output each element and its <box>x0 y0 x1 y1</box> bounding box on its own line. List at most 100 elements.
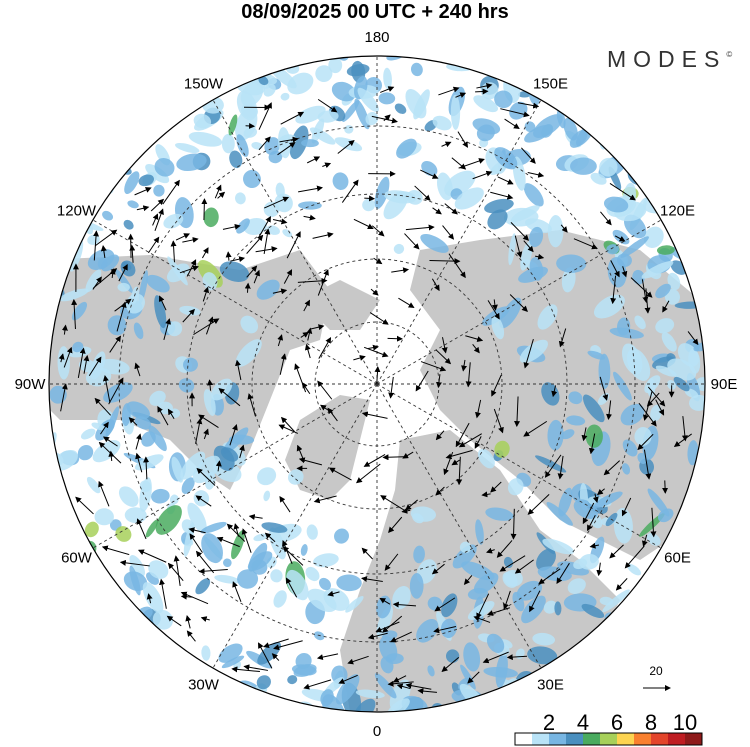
shade-patch <box>152 609 174 630</box>
wind-arrow-icon <box>258 216 271 237</box>
wind-arrow-icon <box>587 514 596 532</box>
shade-patch <box>667 272 681 291</box>
shade-patch <box>646 533 661 546</box>
shade-patch <box>647 488 670 517</box>
wind-arrow-icon <box>493 408 504 434</box>
shade-patch <box>620 403 645 426</box>
wind-arrow-icon <box>405 224 435 231</box>
shade-patch <box>91 422 105 431</box>
shade-patch <box>97 358 130 375</box>
wind-arrow-icon <box>414 185 431 201</box>
wind-arrow-icon <box>232 581 242 603</box>
wind-arrow-icon <box>455 92 467 98</box>
wind-arrow-icon <box>310 324 325 331</box>
wind-arrow-icon <box>523 338 534 369</box>
shade-patch <box>287 72 314 95</box>
wind-arrow-icon <box>277 142 296 156</box>
shade-patch <box>641 261 674 279</box>
wind-arrow-icon <box>481 491 491 498</box>
wind-arrow-icon <box>382 615 403 633</box>
shade-patch <box>357 87 379 113</box>
wind-arrow-icon <box>150 198 165 212</box>
wind-arrow-icon <box>159 578 167 609</box>
wind-arrow-icon <box>637 433 654 451</box>
wind-arrow-icon <box>441 141 452 148</box>
longitude-label: 120E <box>660 203 695 220</box>
wind-arrow-icon <box>458 433 482 448</box>
wind-arrow-icon <box>405 499 418 511</box>
wind-arrow-icon <box>367 632 388 640</box>
shade-patch <box>133 322 144 340</box>
wind-arrow-icon <box>216 536 240 548</box>
wind-arrow-icon <box>166 615 182 627</box>
shade-patch <box>656 245 675 255</box>
wind-arrow-icon <box>203 428 209 440</box>
wind-arrow-icon <box>258 102 272 130</box>
colorbar-swatch <box>583 733 600 745</box>
shade-patch <box>92 440 121 463</box>
wind-arrow-icon <box>207 379 214 391</box>
wind-arrow-icon <box>596 488 605 496</box>
wind-arrow-icon <box>136 518 147 540</box>
wind-arrow-icon <box>135 452 143 473</box>
shade-patch <box>413 545 425 564</box>
wind-arrow-icon <box>544 454 562 478</box>
shade-patch <box>97 257 108 270</box>
wind-arrow-icon <box>398 297 415 308</box>
wind-arrow-icon <box>225 251 232 261</box>
wind-arrow-icon <box>157 406 169 426</box>
shade-patch <box>261 522 288 533</box>
wind-arrow-icon <box>201 198 208 220</box>
shade-patch <box>87 234 100 245</box>
wind-arrow-icon <box>186 259 197 277</box>
shade-patch <box>554 601 562 616</box>
wind-arrow-icon <box>215 460 222 472</box>
wind-arrow-icon <box>100 245 107 259</box>
wind-arrow-icon <box>108 450 115 462</box>
wind-arrow-icon <box>152 213 159 226</box>
shade-patch <box>542 538 575 555</box>
wind-arrow-icon <box>621 266 628 278</box>
wind-arrow-icon <box>337 139 355 154</box>
shade-patch <box>525 218 552 234</box>
wind-arrow-icon <box>100 421 109 435</box>
shade-patch <box>413 89 430 120</box>
wind-arrow-icon <box>476 82 493 89</box>
wind-arrow-icon <box>239 444 245 459</box>
shade-patch <box>393 243 405 254</box>
wind-arrow-icon <box>517 102 540 109</box>
wind-arrow-icon <box>101 545 130 556</box>
shade-patch <box>561 429 575 440</box>
shade-patch <box>558 487 573 517</box>
wind-arrow-icon <box>327 590 340 597</box>
wind-arrow-icon <box>527 171 545 178</box>
wind-arrow-icon <box>458 158 485 169</box>
wind-arrow-icon <box>514 396 521 428</box>
wind-arrow-icon <box>383 114 391 122</box>
shade-patch <box>487 209 508 230</box>
shade-patch <box>107 315 127 336</box>
shade-patch <box>536 548 556 571</box>
wind-arrow-icon <box>303 299 310 312</box>
shade-patch <box>129 554 146 577</box>
wind-arrow-icon <box>391 267 410 274</box>
shade-patch <box>620 236 649 258</box>
wind-arrow-icon <box>298 185 323 193</box>
shade-patch <box>510 205 540 223</box>
shade-patch <box>193 113 212 129</box>
shade-patch <box>69 239 84 272</box>
arctic-islands <box>300 280 380 330</box>
shade-patch <box>491 315 505 340</box>
wind-arrow-icon <box>280 111 305 125</box>
wind-arrow-icon <box>551 385 558 398</box>
shade-patch <box>499 297 522 329</box>
longitude-label: 90E <box>711 376 738 393</box>
shade-patch <box>139 477 152 512</box>
shade-patch <box>263 490 271 502</box>
shade-patch <box>229 434 255 445</box>
wind-arrow-icon <box>514 559 534 574</box>
shade-patch <box>495 652 508 688</box>
colorbar-label: 2 <box>543 710 555 735</box>
wind-arrow-icon <box>353 355 366 361</box>
